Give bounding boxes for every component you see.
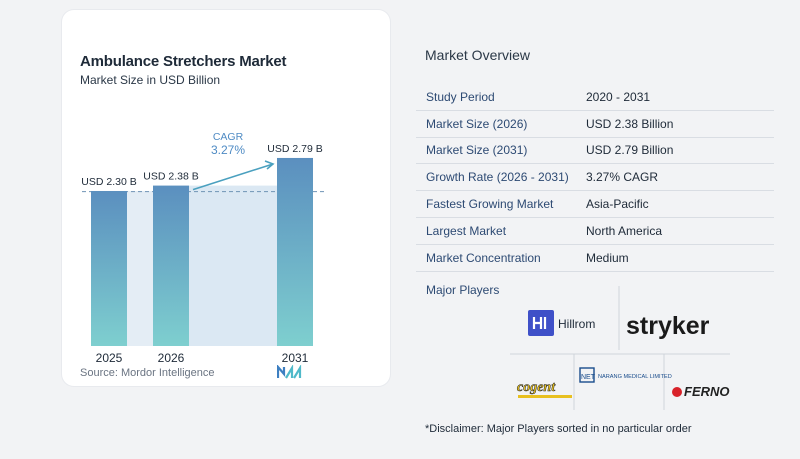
x-tick-label: 2026 — [158, 351, 185, 365]
overview-table: Study Period 2020 - 2031 Market Size (202… — [416, 84, 774, 272]
table-row: Growth Rate (2026 - 2031) 3.27% CAGR — [416, 164, 774, 192]
x-tick-label: 2031 — [282, 351, 309, 365]
bar-2026 — [153, 185, 189, 346]
table-row: Fastest Growing Market Asia-Pacific — [416, 191, 774, 218]
chart-subtitle: Market Size in USD Billion — [80, 73, 221, 87]
table-row: Market Size (2026) USD 2.38 Billion — [416, 111, 774, 138]
disclaimer-text: *Disclaimer: Major Players sorted in no … — [425, 423, 692, 435]
row-key: Market Size (2031) — [426, 143, 528, 158]
major-players-title: Major Players — [426, 283, 500, 297]
narang-text: NARANG MEDICAL LIMITED — [598, 374, 672, 380]
table-row: Largest Market North America — [416, 218, 774, 245]
row-value: 2020 - 2031 — [586, 89, 651, 104]
table-row: Study Period 2020 - 2031 — [416, 84, 774, 111]
bar-chart: USD 2.30 B 2025 USD 2.38 B 2026 USD 2.79 B 20… — [81, 131, 325, 365]
row-value: USD 2.79 Billion — [586, 143, 674, 158]
row-key: Market Concentration — [426, 250, 541, 265]
market-overview-panel: Market Overview Study Period 2020 - 2031 … — [400, 10, 792, 450]
source-text: Source: Mordor Intelligence — [80, 367, 215, 379]
chart-title: Ambulance Stretchers Market — [80, 53, 287, 70]
ferno-text: FERNO — [684, 384, 730, 399]
mordor-logo-icon — [277, 365, 302, 379]
gap-band — [127, 190, 153, 346]
row-value: North America — [586, 223, 663, 238]
x-tick-label: 2025 — [96, 351, 123, 365]
svg-text:NET: NET — [581, 374, 596, 381]
major-players-logos: Hillrom stryker cogent NET NARANG MEDICA… — [510, 286, 730, 410]
cogent-logo: cogent — [517, 380, 572, 398]
row-value: Asia-Pacific — [586, 197, 649, 212]
row-key: Study Period — [426, 89, 495, 104]
ferno-logo: FERNO — [672, 384, 730, 399]
cagr-band — [189, 185, 277, 346]
bar-value-label: USD 2.79 B — [267, 143, 322, 155]
cogent-text: cogent — [517, 380, 556, 395]
bar-value-label: USD 2.38 B — [143, 171, 198, 183]
cagr-arrowhead-icon — [264, 160, 275, 170]
stryker-logo: stryker — [626, 312, 710, 340]
row-value: 3.27% CAGR — [586, 170, 659, 185]
narang-medical-logo: NET NARANG MEDICAL LIMITED — [579, 367, 672, 383]
bar-2025 — [91, 190, 127, 346]
cagr-label: CAGR — [213, 131, 244, 143]
row-key: Fastest Growing Market — [426, 197, 554, 212]
hillrom-text: Hillrom — [558, 317, 595, 331]
overview-title: Market Overview — [425, 47, 531, 63]
row-key: Growth Rate (2026 - 2031) — [426, 170, 569, 185]
row-value: USD 2.38 Billion — [586, 116, 674, 131]
row-key: Market Size (2026) — [426, 116, 528, 131]
hillrom-logo: Hillrom — [528, 310, 595, 336]
bar-value-label: USD 2.30 B — [81, 176, 136, 188]
row-value: Medium — [586, 250, 629, 265]
cagr-value: 3.27% — [211, 143, 245, 157]
cagr-arrow — [192, 163, 274, 191]
row-key: Largest Market — [426, 223, 507, 238]
table-row: Market Size (2031) USD 2.79 Billion — [416, 138, 774, 165]
table-row: Market Concentration Medium — [416, 245, 774, 272]
stryker-text: stryker — [626, 312, 710, 340]
chart-card: USD 2.30 B 2025 USD 2.38 B 2026 USD 2.79 B 20… — [62, 10, 390, 386]
bar-2031 — [277, 157, 313, 346]
